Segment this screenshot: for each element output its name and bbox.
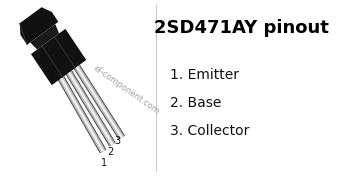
- Text: 1: 1: [101, 158, 107, 168]
- Polygon shape: [31, 29, 86, 85]
- Text: 3: 3: [114, 136, 120, 146]
- Text: 2: 2: [107, 147, 113, 157]
- Text: 1. Emitter: 1. Emitter: [170, 68, 239, 82]
- Polygon shape: [30, 24, 59, 49]
- Polygon shape: [20, 7, 58, 45]
- Text: 2SD471AY pinout: 2SD471AY pinout: [154, 19, 329, 37]
- Text: 2. Base: 2. Base: [170, 96, 221, 110]
- Text: 3. Collector: 3. Collector: [170, 124, 249, 138]
- Text: el-component.com: el-component.com: [91, 64, 161, 116]
